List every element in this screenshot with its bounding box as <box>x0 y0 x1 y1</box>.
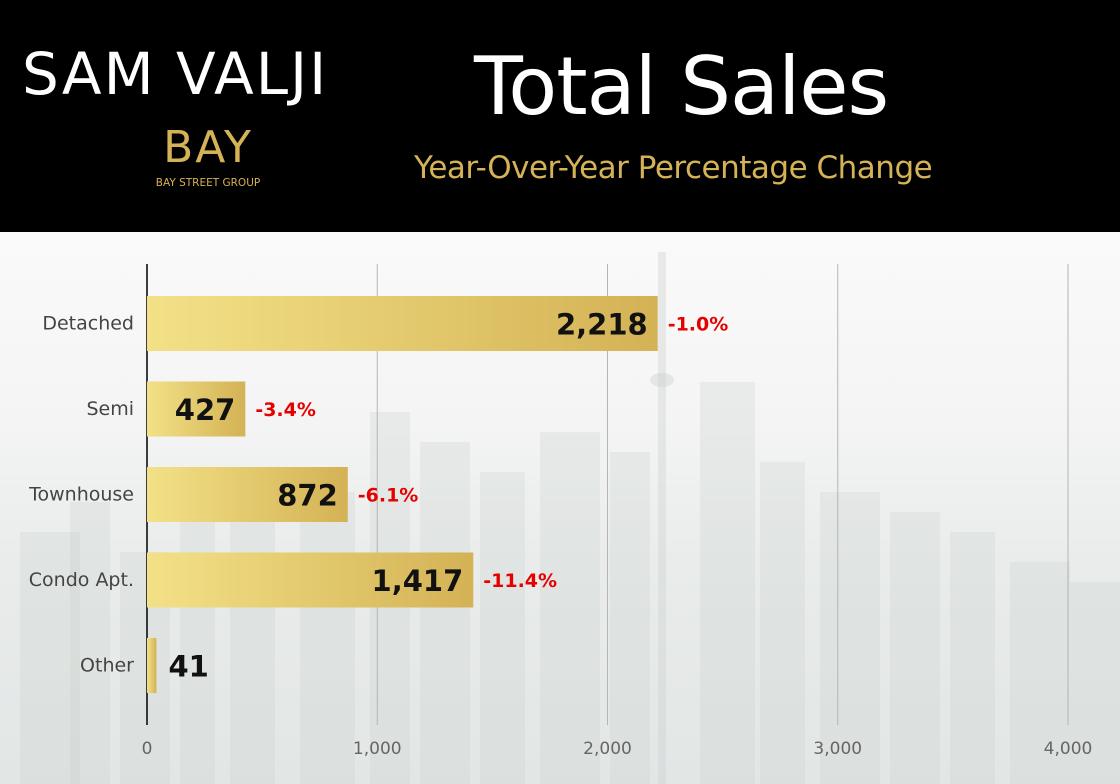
skyline-building <box>700 382 755 784</box>
skyline-tower <box>658 252 666 784</box>
value-label: 872 <box>277 479 338 513</box>
change-label: -11.4% <box>483 570 557 592</box>
skyline-building <box>180 482 215 784</box>
skyline-building <box>70 502 110 784</box>
x-tick-label: 1,000 <box>353 739 402 759</box>
change-label: -3.4% <box>255 399 316 421</box>
bar <box>147 296 658 351</box>
category-label: Other <box>80 655 134 677</box>
chart-subtitle: Year-Over-Year Percentage Change <box>414 150 933 186</box>
value-label: 427 <box>175 393 236 427</box>
skyline-building <box>20 532 80 784</box>
bar-chart: 0 1,000 2,000 3,000 4,000 Detached 2,218 -1.0%… <box>20 252 1120 784</box>
header-banner: SAM VALJI BAY BAY STREET GROUP Total Sal… <box>0 0 1120 232</box>
chart-title: Total Sales <box>474 40 889 133</box>
city-skyline-background <box>20 252 1120 784</box>
skyline-building <box>890 512 940 784</box>
bay-logo-icon: BAY BAY STREET GROUP <box>156 122 260 189</box>
category-label: Townhouse <box>28 484 134 506</box>
plot-area: 0 1,000 2,000 3,000 4,000 Detached 2,218 -1.0%… <box>0 232 1120 784</box>
bar <box>147 552 474 608</box>
value-label: 41 <box>168 650 208 684</box>
x-tick-label: 0 <box>142 739 153 759</box>
skyline-building <box>610 452 650 784</box>
category-label: Semi <box>86 398 134 420</box>
labels: Detached 2,218 -1.0% Semi 427 -3.4% Townhouse 8… <box>28 308 728 684</box>
change-label: -1.0% <box>668 314 729 336</box>
skyline-building <box>820 492 880 784</box>
category-label: Detached <box>42 313 134 335</box>
skyline-building <box>300 492 355 784</box>
bar <box>147 381 246 437</box>
skyline-building <box>480 472 525 784</box>
skyline-building <box>950 532 995 784</box>
x-tick-label: 3,000 <box>813 739 862 759</box>
bars <box>147 296 658 693</box>
skyline-tower-pod <box>650 373 674 387</box>
value-label: 2,218 <box>556 308 648 342</box>
grid-lines: 0 1,000 2,000 3,000 4,000 <box>142 264 1093 759</box>
value-label: 1,417 <box>372 564 464 598</box>
skyline-building <box>1070 582 1120 784</box>
svg-text:BAY: BAY <box>163 122 253 173</box>
x-tick-label: 2,000 <box>583 739 632 759</box>
svg-text:BAY STREET GROUP: BAY STREET GROUP <box>156 177 260 189</box>
bar <box>147 638 157 693</box>
skyline-building <box>540 432 600 784</box>
skyline-building <box>420 442 470 784</box>
bar <box>147 467 348 522</box>
skyline-building <box>1010 562 1070 784</box>
skyline-building <box>760 462 805 784</box>
x-tick-label: 4,000 <box>1044 739 1093 759</box>
brand-name: SAM VALJI <box>22 40 329 108</box>
category-label: Condo Apt. <box>29 569 134 591</box>
change-label: -6.1% <box>358 485 419 507</box>
